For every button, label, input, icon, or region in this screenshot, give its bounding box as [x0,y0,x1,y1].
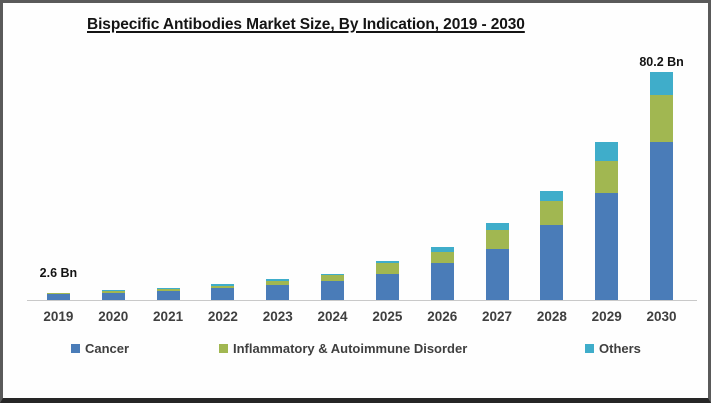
bar-2030 [650,72,674,300]
bar-group-2024 [305,49,360,300]
bar-2020-segment-others [101,290,125,292]
bar-2024 [321,273,345,300]
bar-group-2025 [360,49,415,300]
data-label-2019: 2.6 Bn [39,265,78,280]
bar-2019 [46,292,70,300]
bar-2019-segment-others [46,292,70,294]
x-axis-label-2026: 2026 [427,309,458,324]
legend-swatch-icon [71,344,80,353]
legend-item-inflammatory-autoimmune-disorder: Inflammatory & Autoimmune Disorder [219,341,467,356]
bar-group-2020 [86,49,141,300]
bar-2020 [101,290,125,300]
legend-label: Inflammatory & Autoimmune Disorder [233,341,468,356]
x-axis-labels: 2019 2020 2021 2022 2023 2024 2025 2026 2027 2028… [31,309,689,324]
x-axis-label-2023: 2023 [262,309,293,324]
bar-group-2027 [470,49,525,300]
bar-2028 [540,191,564,300]
bar-group-2028 [525,49,580,300]
bar-2021-segment-inflammatory-autoimmune-disorder [156,288,180,291]
bar-2029-segment-others [595,142,619,161]
bar-group-2026 [415,49,470,300]
bar-2019-segment-inflammatory-autoimmune-disorder [46,293,70,295]
bar-2021-segment-others [156,287,180,289]
bar-2020-segment-inflammatory-autoimmune-disorder [101,291,125,293]
bar-2029-segment-cancer [595,192,619,300]
bar-2027-segment-cancer [485,249,509,300]
legend-swatch-icon [219,344,228,353]
x-axis-label-2030: 2030 [646,309,677,324]
bar-2030-segment-cancer [650,141,674,300]
bar-2022-segment-cancer [211,288,235,300]
x-axis-label-2022: 2022 [207,309,238,324]
legend: Cancer Inflammatory & Autoimmune Disorder… [3,341,708,357]
bar-2022-segment-inflammatory-autoimmune-disorder [211,285,235,289]
bar-2029-segment-inflammatory-autoimmune-disorder [595,160,619,193]
bar-2027-segment-others [485,223,509,231]
legend-swatch-icon [585,344,594,353]
bar-2028-segment-cancer [540,224,564,300]
bar-2020-segment-cancer [101,292,125,300]
x-axis-label-2028: 2028 [536,309,567,324]
bar-2021-segment-cancer [156,290,180,300]
bar-2028-segment-others [540,191,564,202]
bar-2023 [266,279,290,300]
bar-2026-segment-cancer [430,263,454,300]
x-axis-label-2029: 2029 [591,309,622,324]
bar-group-2029 [579,49,634,300]
bar-2025-segment-others [375,261,399,264]
bar-2026-segment-inflammatory-autoimmune-disorder [430,252,454,264]
x-axis-label-2024: 2024 [317,309,348,324]
bar-2024-segment-cancer [321,281,345,300]
bar-2030-segment-inflammatory-autoimmune-disorder [650,94,674,142]
bar-2026 [430,247,454,300]
bar-2027 [485,223,509,300]
data-label-2030: 80.2 Bn [639,55,684,70]
bar-group-2030: 80.2 Bn [634,49,689,300]
bar-2022-segment-others [211,284,235,286]
bar-2023-segment-inflammatory-autoimmune-disorder [266,280,290,285]
bar-2025 [375,261,399,300]
legend-label: Cancer [85,341,130,356]
bar-2030-segment-others [650,72,674,95]
bar-2029 [595,142,619,300]
bar-2024-segment-others [321,273,345,276]
bar-group-2022 [196,49,251,300]
bar-2019-segment-cancer [46,294,70,300]
bar-group-2021 [141,49,196,300]
bar-2023-segment-cancer [266,284,290,300]
x-axis-line [27,300,697,301]
bar-2027-segment-inflammatory-autoimmune-disorder [485,230,509,250]
x-axis-label-2025: 2025 [372,309,403,324]
bar-2021 [156,287,180,300]
bar-2025-segment-cancer [375,273,399,300]
x-axis-label-2027: 2027 [482,309,513,324]
bar-2025-segment-inflammatory-autoimmune-disorder [375,263,399,274]
legend-item-cancer: Cancer [71,341,129,356]
bar-group-2019: 2.6 Bn [31,49,86,300]
legend-item-others: Others [585,341,641,356]
bar-2022 [211,284,235,300]
bar-2026-segment-others [430,247,454,253]
bar-2028-segment-inflammatory-autoimmune-disorder [540,201,564,225]
legend-label: Others [599,341,641,356]
bar-2023-segment-others [266,279,290,281]
x-axis-label-2020: 2020 [98,309,129,324]
plot-area: 2.6 Bn 80.2 Bn [27,49,697,301]
x-axis-label-2019: 2019 [43,309,74,324]
chart-title: Bispecific Antibodies Market Size, By In… [87,16,525,33]
x-axis-label-2021: 2021 [153,309,184,324]
bar-group-2023 [250,49,305,300]
bar-2024-segment-inflammatory-autoimmune-disorder [321,275,345,282]
